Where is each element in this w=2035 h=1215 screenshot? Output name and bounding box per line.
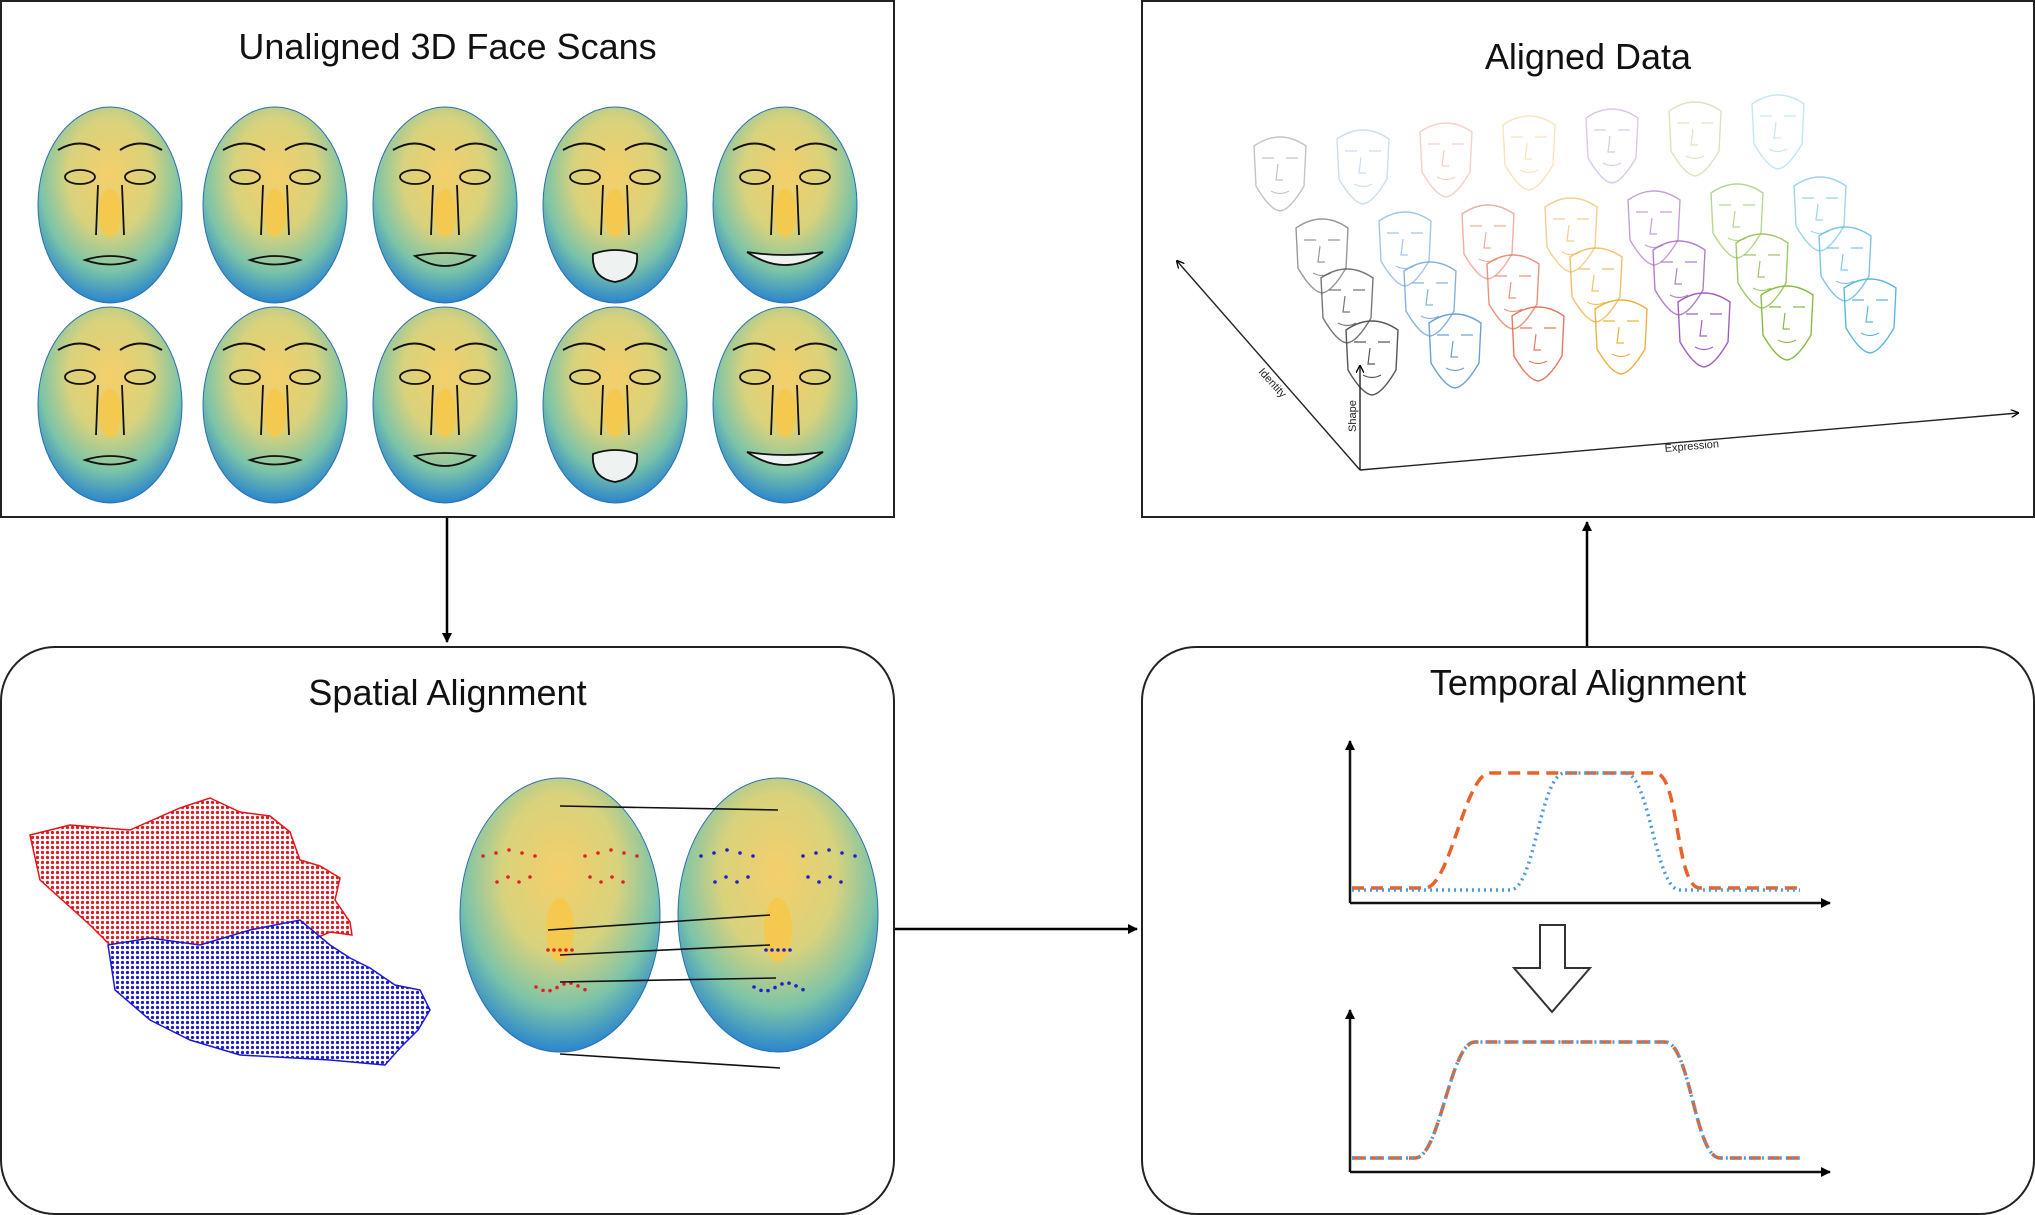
correspondence-line: [559, 1053, 781, 1069]
orange-curve-aligned: [1352, 1040, 1800, 1160]
scan-face: [712, 106, 858, 304]
correspondence-line: [559, 805, 779, 811]
aligned-face-outline: [1710, 183, 1764, 259]
aligned-face-outline: [1486, 254, 1540, 330]
aligned-face-outline: [1320, 268, 1374, 344]
aligned-face-outline: [1793, 176, 1847, 252]
aligned-face-outline: [1511, 306, 1565, 382]
unaligned-scans-title: Unaligned 3D Face Scans: [238, 26, 657, 67]
landmark-face-pair: [459, 777, 879, 1069]
aligned-face-outline: [1502, 115, 1556, 191]
aligned-face-outline: [1760, 285, 1814, 361]
shape-axis-label: Shape: [1347, 400, 1359, 432]
blue-point-cloud: [107, 919, 431, 1066]
scan-face: [202, 306, 348, 504]
correspondence-line: [559, 944, 771, 956]
aligned-face-outline: [1585, 108, 1639, 184]
scan-face: [372, 306, 518, 504]
aligned-face-outline: [1378, 211, 1432, 287]
aligned-face-outline: [1818, 226, 1872, 302]
scan-face: [542, 106, 688, 304]
scan-face: [712, 306, 858, 504]
aligned-face-outline: [1668, 101, 1722, 177]
aligned-face-outline: [1336, 129, 1390, 205]
spatial-alignment-title: Spatial Alignment: [308, 672, 587, 713]
aligned-face-outline: [1843, 278, 1897, 354]
aligned-face-outline: [1652, 240, 1706, 316]
aligned-face-outline: [1419, 122, 1473, 198]
identity-axis: [1177, 261, 1361, 471]
aligned-face-outline: [1295, 218, 1349, 294]
blue-curve-aligned: [1352, 1040, 1800, 1160]
expression-axis: [1359, 413, 2018, 471]
aligned-face-outline: [1544, 197, 1598, 273]
scan-face: [542, 306, 688, 504]
aligned-face-outline: [1461, 204, 1515, 280]
point-cloud-pair: [29, 797, 431, 1066]
target-face: [677, 777, 879, 1053]
aligned-face-outline: [1627, 190, 1681, 266]
blue-curve-unaligned: [1352, 771, 1800, 892]
transform-down-arrow: [1511, 924, 1593, 1014]
aligned-face-outline: [1594, 299, 1648, 375]
temporal-alignment-panel: Temporal Alignment: [1141, 646, 2035, 1215]
aligned-face-outline: [1735, 233, 1789, 309]
correspondence-line: [547, 914, 771, 931]
aligned-face-outline: [1751, 94, 1805, 170]
unaligned-face-grid: [37, 106, 858, 504]
scan-face: [372, 106, 518, 304]
aligned-face-outline: [1569, 247, 1623, 323]
aligned-face-outline: [1253, 136, 1307, 212]
temporal-curves: [1345, 740, 1831, 1177]
aligned-data-title: Aligned Data: [1484, 36, 1692, 77]
orange-curve-unaligned: [1352, 771, 1800, 890]
scan-face: [37, 106, 183, 304]
source-face: [459, 777, 661, 1053]
temporal-alignment-title: Temporal Alignment: [1429, 662, 1747, 703]
aligned-face-outline: [1403, 261, 1457, 337]
aligned-face-outline: [1677, 292, 1731, 368]
aligned-face-outline: [1428, 313, 1482, 389]
scan-face: [202, 106, 348, 304]
aligned-face-array: [1253, 94, 1897, 396]
correspondence-line: [559, 977, 777, 983]
aligned-axes: [1177, 261, 2018, 471]
aligned-face-outline: [1345, 320, 1399, 396]
expression-axis-label: Expression: [1664, 438, 1719, 455]
scan-face: [37, 306, 183, 504]
